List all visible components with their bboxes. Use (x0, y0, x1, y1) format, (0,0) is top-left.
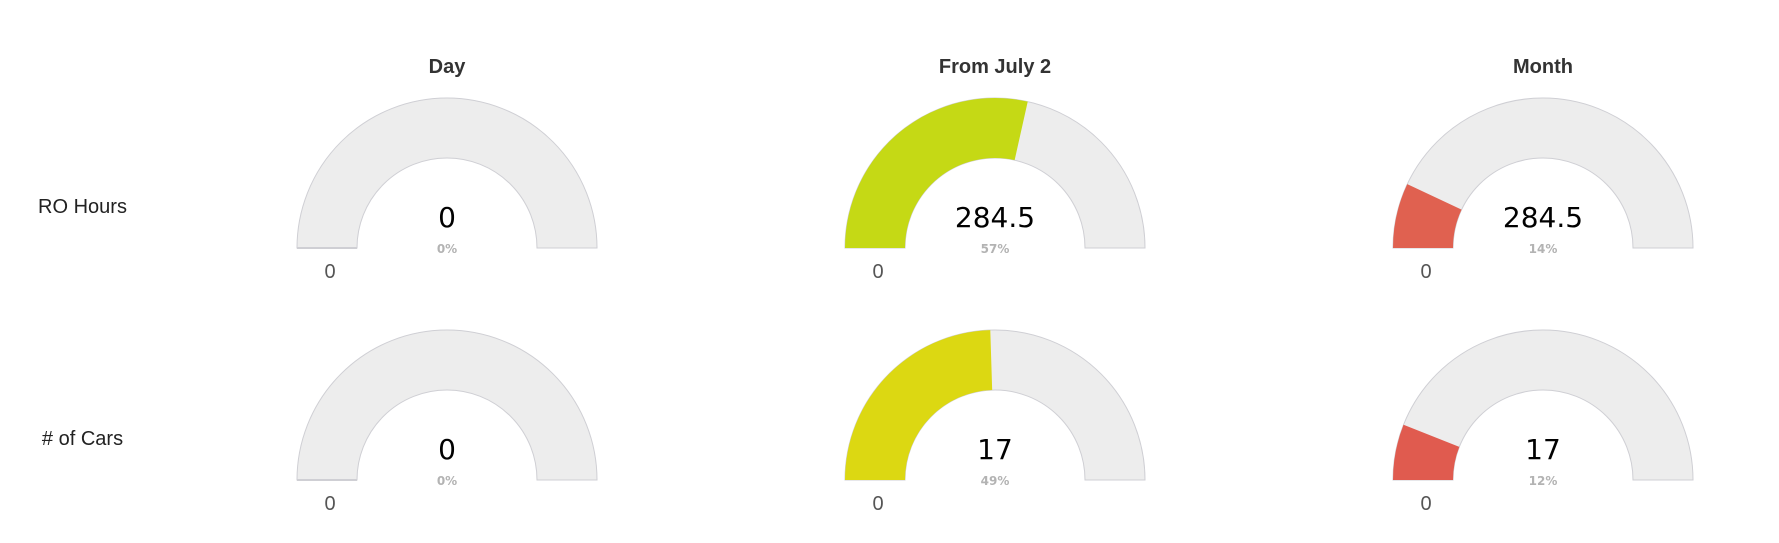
gauge-value-label: 17 (1525, 433, 1561, 466)
gauge-min-label: 0 (1420, 493, 1431, 515)
gauge-min-label: 0 (872, 261, 883, 283)
gauge-min-label: 0 (324, 493, 335, 515)
gauge-value-label: 17 (977, 433, 1013, 466)
gauge-percent-label: 49% (981, 474, 1010, 488)
gauge-percent-label: 12% (1529, 474, 1558, 488)
gauge-num-cars-from-july-2: 17 49% 0 (845, 332, 1145, 502)
column-header-month: Month (1393, 56, 1693, 79)
row-label-ro-hours: RO Hours (0, 196, 165, 219)
gauge-svg: 284.5 14% 0 (1393, 100, 1693, 270)
gauge-value-label: 284.5 (1503, 201, 1583, 234)
column-header-from-july-2: From July 2 (845, 56, 1145, 79)
gauge-svg: 284.5 57% 0 (845, 100, 1145, 270)
gauge-ro-hours-month: 284.5 14% 0 (1393, 100, 1693, 270)
gauge-percent-label: 57% (981, 242, 1010, 256)
gauge-percent-label: 0% (437, 474, 457, 488)
gauge-num-cars-month: 17 12% 0 (1393, 332, 1693, 502)
gauge-min-label: 0 (872, 493, 883, 515)
gauge-value-label: 0 (438, 433, 456, 466)
gauge-value-arc (845, 330, 992, 480)
gauge-min-label: 0 (1420, 261, 1431, 283)
gauge-svg: 17 12% 0 (1393, 332, 1693, 502)
gauge-num-cars-day: 0 0% 0 (297, 332, 597, 502)
gauge-value-label: 284.5 (955, 201, 1035, 234)
gauge-value-label: 0 (438, 201, 456, 234)
gauge-percent-label: 0% (437, 242, 457, 256)
gauge-ro-hours-from-july-2: 284.5 57% 0 (845, 100, 1145, 270)
gauge-percent-label: 14% (1529, 242, 1558, 256)
column-header-day: Day (297, 56, 597, 79)
gauge-min-label: 0 (324, 261, 335, 283)
row-label-num-cars: # of Cars (0, 428, 165, 451)
gauge-svg: 0 0% 0 (297, 332, 597, 502)
gauge-svg: 0 0% 0 (297, 100, 597, 270)
gauge-ro-hours-day: 0 0% 0 (297, 100, 597, 270)
gauge-svg: 17 49% 0 (845, 332, 1145, 502)
